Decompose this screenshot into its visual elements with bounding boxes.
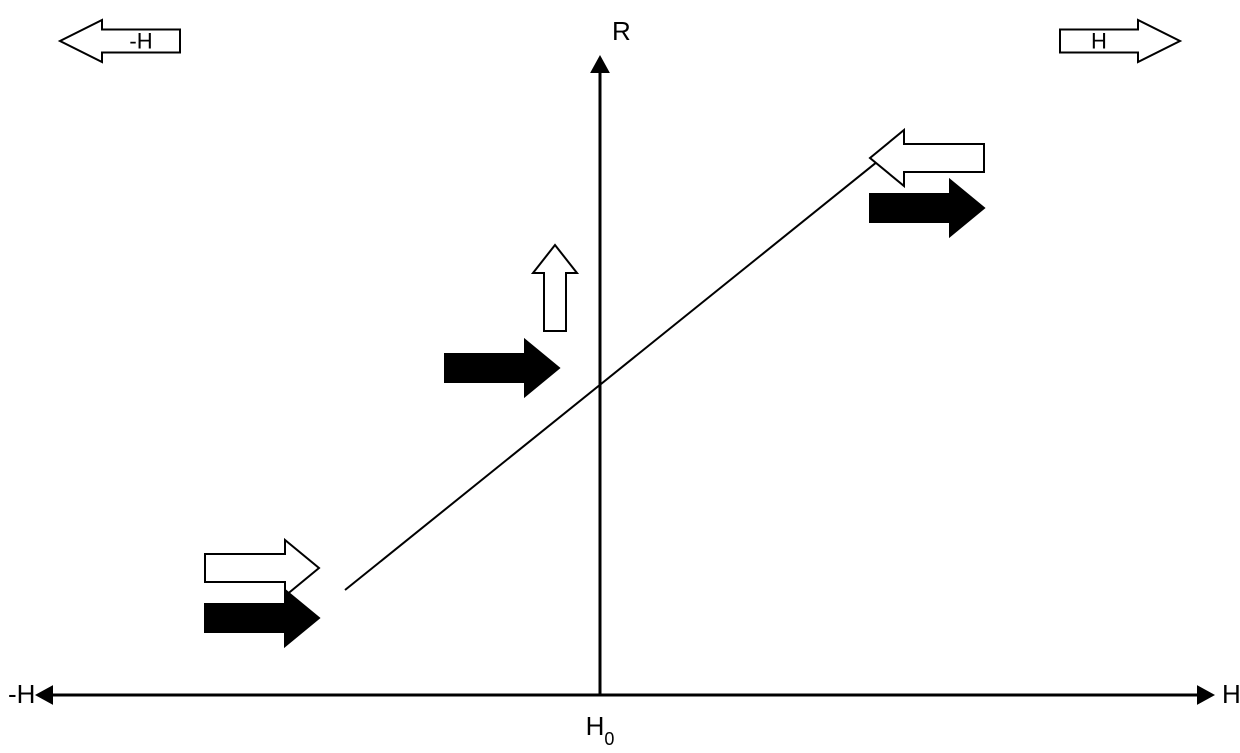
pair-middle-filled-arrow-icon <box>445 340 559 396</box>
pair-upper-right-outline-arrow-icon <box>870 130 984 186</box>
pair-lower-left-outline-arrow-icon <box>205 540 319 596</box>
x-axis-arrow-left-icon <box>35 685 53 705</box>
pair-lower-left-filled-arrow-icon <box>205 590 319 646</box>
axis-label-h0: H0 <box>586 711 615 749</box>
pair-upper-right-filled-arrow-icon <box>870 180 984 236</box>
diagram-canvas: R H -H H0 -H H <box>0 0 1240 753</box>
pair-middle-outline-arrow-icon <box>533 245 577 331</box>
corner-arrow-left-icon <box>60 20 180 62</box>
corner-arrow-right-label: H <box>1091 29 1107 54</box>
axis-label-r: R <box>612 16 631 46</box>
x-axis-arrow-right-icon <box>1197 685 1215 705</box>
corner-arrow-right-icon <box>1060 20 1180 62</box>
response-line <box>345 145 898 590</box>
corner-arrow-left-label: -H <box>129 29 152 54</box>
axis-label-h-right: H <box>1222 679 1240 709</box>
y-axis-arrow-up-icon <box>590 55 610 73</box>
axis-label-neg-h: -H <box>8 679 35 709</box>
